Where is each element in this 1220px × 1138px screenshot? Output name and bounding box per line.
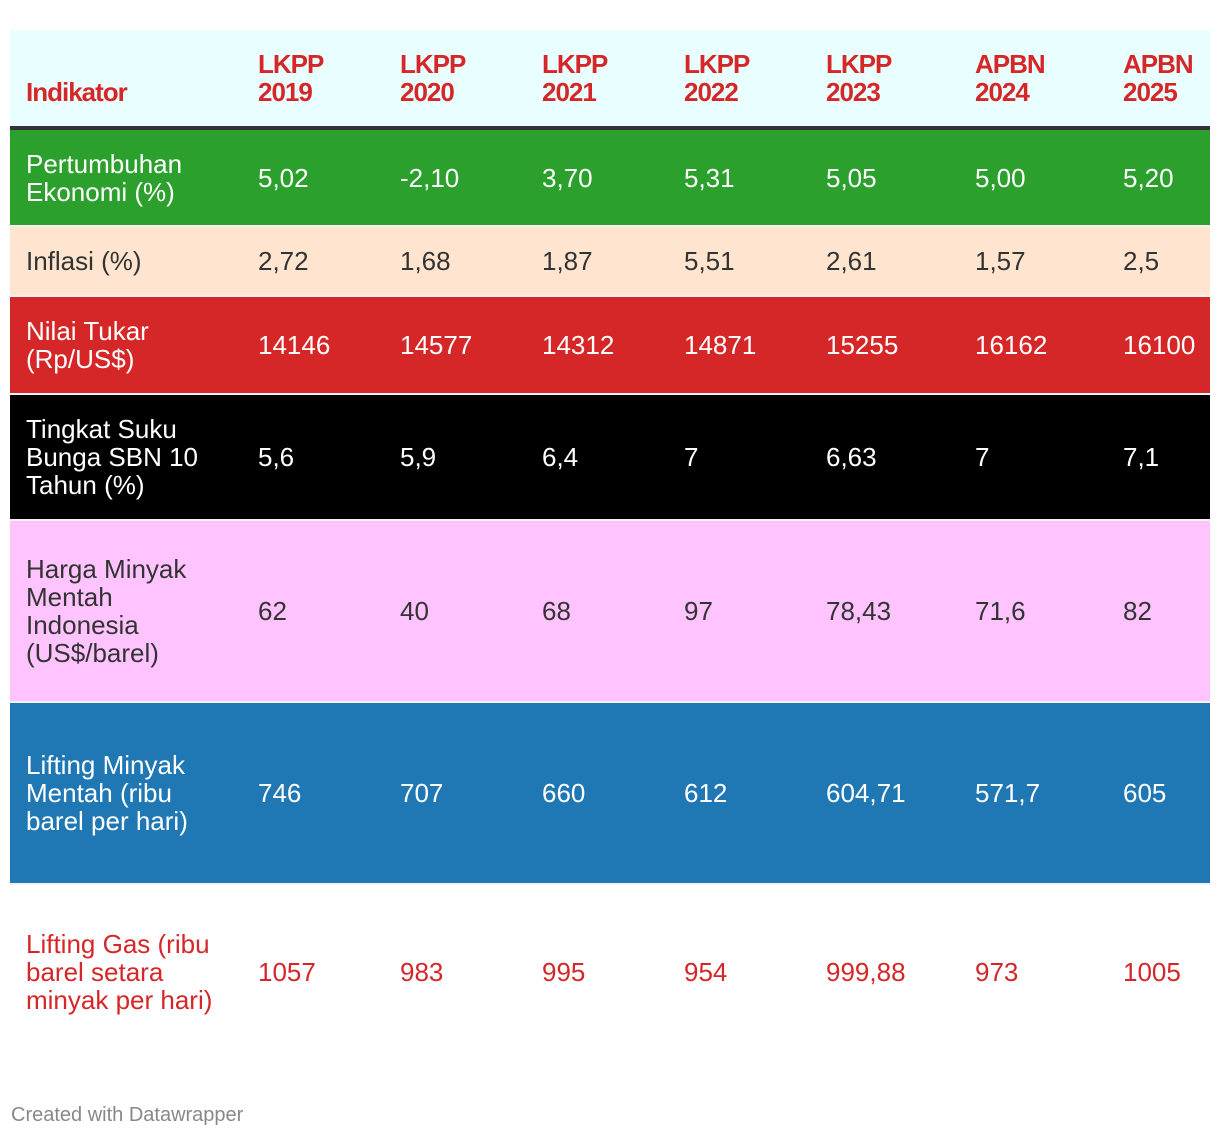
table-cell-value: 571,7 xyxy=(959,702,1107,885)
data-table: Indikator LKPP 2019 LKPP 2020 LKPP 2021 LKPP 202… xyxy=(10,30,1210,1059)
table-cell-value: 5,6 xyxy=(242,394,384,521)
column-header: APBN 2024 xyxy=(959,30,1107,130)
row-label: Lifting Gas (ribu barel setara minyak pe… xyxy=(10,884,242,1059)
table-cell-value: 62 xyxy=(242,520,384,703)
row-label: Lifting Minyak Mentah (ribu barel per ha… xyxy=(10,702,242,885)
table-cell-value: 7 xyxy=(668,394,810,521)
table-row: Harga Minyak Mentah Indonesia (US$/barel… xyxy=(10,520,1210,703)
column-header-line: LKPP xyxy=(826,49,892,79)
table-cell-value: 954 xyxy=(668,884,810,1059)
column-header: LKPP 2019 xyxy=(242,30,384,130)
column-header: LKPP 2020 xyxy=(384,30,526,130)
table-cell-value: 71,6 xyxy=(959,520,1107,703)
table-row: Lifting Minyak Mentah (ribu barel per ha… xyxy=(10,702,1210,885)
table-cell-value: 14146 xyxy=(242,296,384,395)
table-cell-value: -2,10 xyxy=(384,128,526,227)
table-cell-value: 5,05 xyxy=(810,128,959,227)
table-row: Inflasi (%) 2,72 1,68 1,87 5,51 2,61 1,57 2,5 xyxy=(10,226,1210,297)
table-cell-value: 612 xyxy=(668,702,810,885)
table-cell-value: 40 xyxy=(384,520,526,703)
table-cell-value: 5,20 xyxy=(1107,128,1210,227)
row-label: Harga Minyak Mentah Indonesia (US$/barel… xyxy=(10,520,242,703)
table-cell-value: 6,63 xyxy=(810,394,959,521)
column-header-line: LKPP xyxy=(684,49,750,79)
table-cell-value: 2,61 xyxy=(810,226,959,297)
column-header-line: 2022 xyxy=(684,77,739,107)
table-cell-value: 78,43 xyxy=(810,520,959,703)
table-cell-value: 14871 xyxy=(668,296,810,395)
table-cell-value: 5,9 xyxy=(384,394,526,521)
table-cell-value: 746 xyxy=(242,702,384,885)
column-header: LKPP 2021 xyxy=(526,30,668,130)
datawrapper-credit: Created with Datawrapper xyxy=(11,1104,244,1126)
table-cell-value: 2,5 xyxy=(1107,226,1210,297)
table-cell-value: 707 xyxy=(384,702,526,885)
row-label: Pertumbuhan Ekonomi (%) xyxy=(10,128,242,227)
table-cell-value: 2,72 xyxy=(242,226,384,297)
row-label: Nilai Tukar (Rp/US$) xyxy=(10,296,242,395)
table-cell-value: 1057 xyxy=(242,884,384,1059)
table-cell-value: 5,31 xyxy=(668,128,810,227)
column-header-line: 2019 xyxy=(258,77,313,107)
table-cell-value: 999,88 xyxy=(810,884,959,1059)
column-header-line: LKPP xyxy=(258,49,324,79)
table-cell-value: 5,02 xyxy=(242,128,384,227)
table-cell-value: 1,87 xyxy=(526,226,668,297)
table-row: Lifting Gas (ribu barel setara minyak pe… xyxy=(10,884,1210,1059)
table-cell-value: 1005 xyxy=(1107,884,1210,1059)
table-cell-value: 605 xyxy=(1107,702,1210,885)
column-header-line: 2020 xyxy=(400,77,455,107)
row-label: Inflasi (%) xyxy=(10,226,242,297)
table-cell-value: 15255 xyxy=(810,296,959,395)
table-cell-value: 5,00 xyxy=(959,128,1107,227)
table-cell-value: 983 xyxy=(384,884,526,1059)
table-cell-value: 660 xyxy=(526,702,668,885)
table-cell-value: 995 xyxy=(526,884,668,1059)
table-cell-value: 16100 xyxy=(1107,296,1210,395)
table-cell-value: 1,68 xyxy=(384,226,526,297)
table-cell-value: 1,57 xyxy=(959,226,1107,297)
table-cell-value: 68 xyxy=(526,520,668,703)
table-row: Nilai Tukar (Rp/US$) 14146 14577 14312 14871… xyxy=(10,296,1210,395)
table-cell-value: 7 xyxy=(959,394,1107,521)
table-cell-value: 604,71 xyxy=(810,702,959,885)
column-header-line: Indikator xyxy=(26,77,128,107)
table-cell-value: 14312 xyxy=(526,296,668,395)
column-header-line: 2021 xyxy=(542,77,597,107)
table-row: Tingkat Suku Bunga SBN 10 Tahun (%) 5,6 5,… xyxy=(10,394,1210,521)
table-cell-value: 14577 xyxy=(384,296,526,395)
table-row: Pertumbuhan Ekonomi (%) 5,02 -2,10 3,70 5,31… xyxy=(10,128,1210,227)
table-cell-value: 3,70 xyxy=(526,128,668,227)
row-label: Tingkat Suku Bunga SBN 10 Tahun (%) xyxy=(10,394,242,521)
table-cell-value: 973 xyxy=(959,884,1107,1059)
table-cell-value: 97 xyxy=(668,520,810,703)
column-header-line: 2024 xyxy=(975,77,1030,107)
column-header-line: 2023 xyxy=(826,77,881,107)
column-header-line: LKPP xyxy=(542,49,608,79)
table-header-row: Indikator LKPP 2019 LKPP 2020 LKPP 2021 LKPP 202… xyxy=(10,30,1210,130)
column-header-line: APBN xyxy=(975,49,1046,79)
column-header: LKPP 2023 xyxy=(810,30,959,130)
table-cell-value: 5,51 xyxy=(668,226,810,297)
column-header-line: 2025 xyxy=(1123,77,1178,107)
table-cell-value: 82 xyxy=(1107,520,1210,703)
table-cell-value: 7,1 xyxy=(1107,394,1210,521)
column-header-line: APBN xyxy=(1123,49,1194,79)
column-header-indikator: Indikator xyxy=(10,30,242,130)
table-cell-value: 16162 xyxy=(959,296,1107,395)
table-body: Pertumbuhan Ekonomi (%) 5,02 -2,10 3,70 5,31… xyxy=(10,128,1210,1059)
column-header: LKPP 2022 xyxy=(668,30,810,130)
data-table-container: Indikator LKPP 2019 LKPP 2020 LKPP 2021 LKPP 202… xyxy=(10,30,1210,1059)
table-cell-value: 6,4 xyxy=(526,394,668,521)
column-header-line: LKPP xyxy=(400,49,466,79)
column-header: APBN 2025 xyxy=(1107,30,1210,130)
